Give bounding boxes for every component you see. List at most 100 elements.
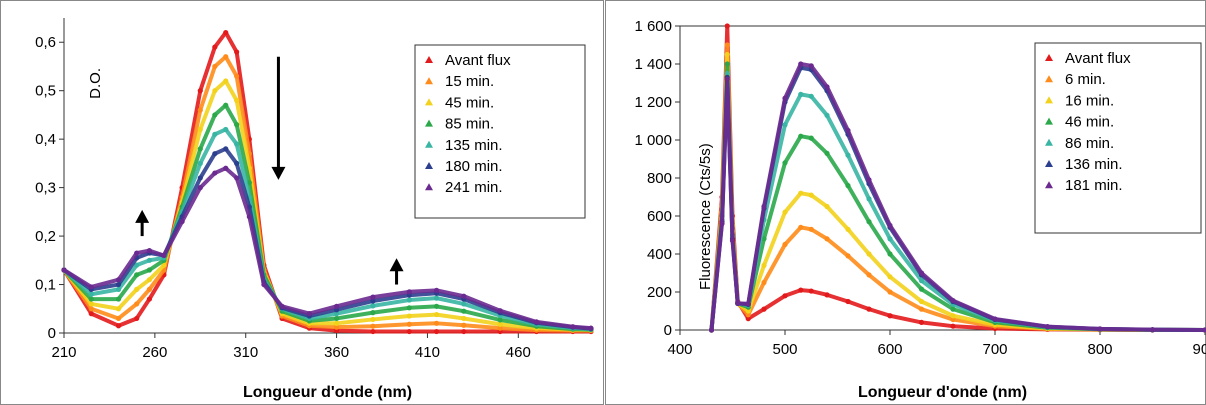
data-point <box>134 286 140 292</box>
legend-label: 6 min. <box>1065 71 1106 88</box>
data-point <box>146 267 153 273</box>
legend-marker <box>425 140 433 148</box>
data-point <box>234 97 240 103</box>
x-tick-label: 210 <box>51 344 76 361</box>
legend-box <box>414 44 586 219</box>
x-tick-label: 700 <box>982 341 1007 358</box>
legend: Avant flux 15 min. 45 min. 85 min. 135 min. 1… <box>414 44 586 219</box>
data-point <box>88 296 94 302</box>
data-point <box>724 76 730 82</box>
data-point <box>333 315 340 322</box>
y-tick-label: 0,5 <box>35 83 56 100</box>
data-point <box>782 95 788 101</box>
data-point <box>146 296 153 302</box>
arrow-head <box>271 166 286 180</box>
x-axis-title: Longueur d'onde (nm) <box>858 384 1027 401</box>
data-point <box>223 165 229 171</box>
legend-marker <box>425 98 433 106</box>
data-point <box>866 177 872 183</box>
x-tick-label: 600 <box>877 341 902 358</box>
data-point <box>798 224 804 230</box>
data-point <box>824 236 830 242</box>
y-tick-label: 200 <box>647 284 672 301</box>
data-point <box>918 319 925 325</box>
legend-marker <box>1045 96 1053 104</box>
data-point <box>724 51 730 58</box>
legend-marker <box>425 119 433 127</box>
legend-label: 241 min. <box>445 179 503 196</box>
y-tick-label: 400 <box>647 246 672 263</box>
data-point <box>161 252 167 259</box>
data-point <box>223 54 229 60</box>
data-point <box>146 248 153 254</box>
uv-vis-absorbance-chart: 0 0,1 0,2 0,3 0,4 0,5 0,6 210 260 310 360 410 460 Lon… <box>0 0 604 405</box>
data-point <box>724 61 730 67</box>
arrow-down-icon <box>271 56 286 180</box>
legend-label: 85 min. <box>445 116 494 133</box>
data-point <box>212 44 218 50</box>
data-point <box>234 175 240 181</box>
data-point <box>761 203 767 210</box>
data-point <box>824 203 830 210</box>
data-point <box>223 126 229 133</box>
data-point <box>306 311 312 317</box>
data-point <box>461 301 467 307</box>
data-point <box>808 226 814 232</box>
data-point <box>115 281 122 288</box>
data-point <box>845 253 851 259</box>
data-point <box>333 311 340 317</box>
data-point <box>212 131 218 137</box>
data-point <box>88 284 94 290</box>
arrow-head <box>135 209 150 223</box>
data-point <box>433 303 440 309</box>
data-point <box>406 328 412 335</box>
data-point <box>134 262 140 268</box>
data-point <box>246 214 252 220</box>
data-point <box>729 238 736 244</box>
legend-label: 45 min. <box>445 94 494 111</box>
data-point <box>406 289 412 295</box>
data-point <box>234 160 240 166</box>
data-point <box>719 221 725 227</box>
legend-label: Avant flux <box>445 52 511 69</box>
data-point <box>866 272 872 278</box>
data-point <box>179 218 185 225</box>
data-point <box>279 303 285 309</box>
data-point <box>212 112 218 118</box>
data-point <box>212 88 218 94</box>
data-point <box>115 286 122 292</box>
data-point <box>887 313 893 319</box>
data-point <box>406 297 412 303</box>
data-point <box>461 293 467 299</box>
data-point <box>197 175 203 181</box>
data-point <box>433 287 440 293</box>
arrow-head <box>389 258 404 272</box>
data-point <box>570 324 576 330</box>
data-point <box>887 289 893 295</box>
data-point <box>798 61 804 67</box>
data-point <box>782 209 788 215</box>
data-point <box>461 308 467 314</box>
y-axis-title: Fluorescence (Cts/5s) <box>697 143 714 290</box>
legend-box <box>1034 42 1202 234</box>
data-point <box>223 29 229 36</box>
y-tick-label: 0 <box>664 322 672 339</box>
data-point <box>433 295 440 301</box>
data-point <box>461 322 467 328</box>
data-point <box>950 297 956 304</box>
data-point <box>887 251 893 257</box>
fluorescence-chart: 0 200 400 600 800 1 000 1 200 1 400 1 600 400 500 6… <box>605 0 1206 405</box>
data-point <box>370 294 376 300</box>
data-point <box>866 219 872 225</box>
data-point <box>798 91 804 97</box>
legend-marker <box>1045 138 1053 146</box>
data-point <box>761 279 767 286</box>
data-point <box>134 315 140 322</box>
data-point <box>212 170 218 176</box>
data-point <box>745 316 751 322</box>
data-point <box>798 190 804 196</box>
legend-label: 136 min. <box>1065 156 1123 173</box>
data-point <box>333 303 340 309</box>
data-point <box>197 185 203 191</box>
y-tick-label: 1 600 <box>634 18 672 35</box>
